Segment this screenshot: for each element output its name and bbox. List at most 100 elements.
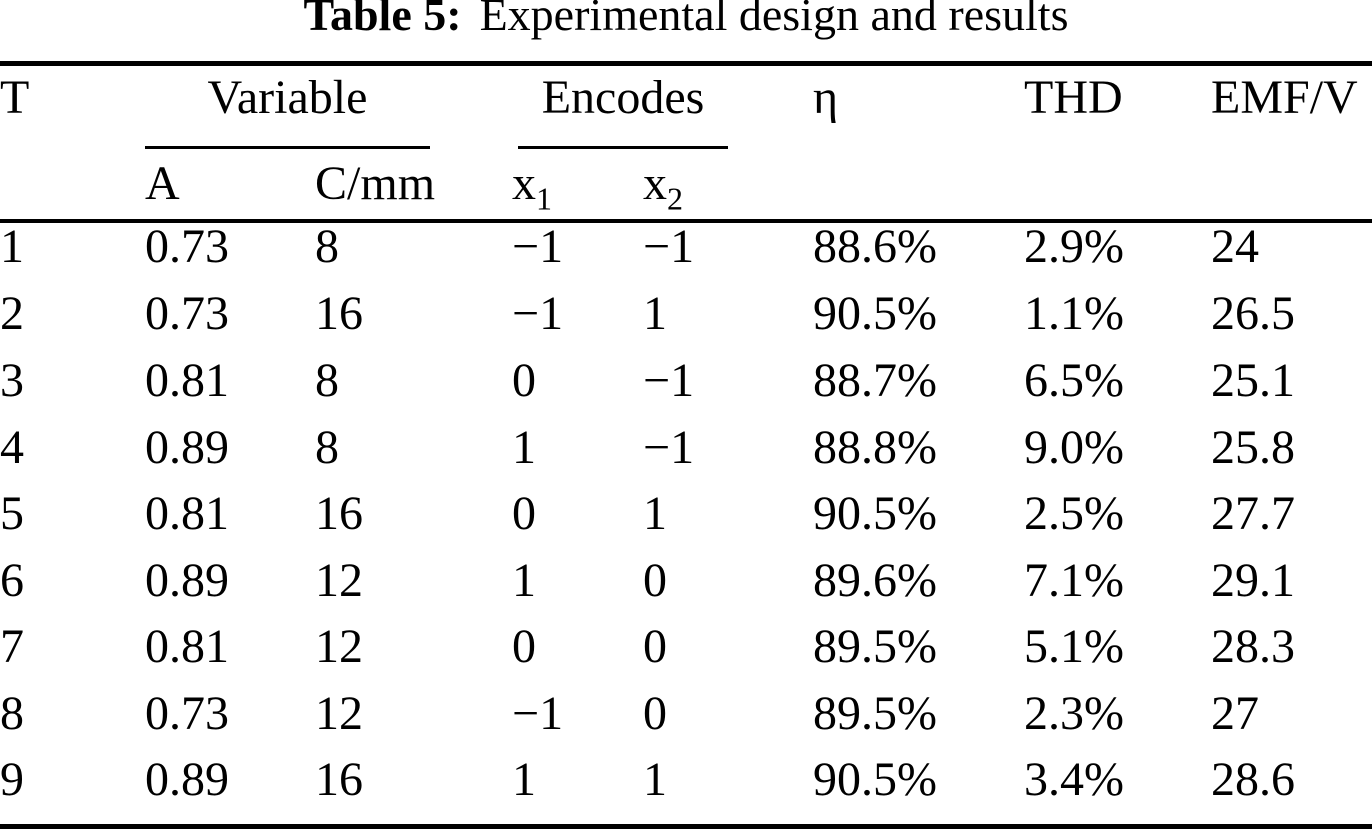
table-row: 4 0.89 8 1 −1 88.8% 9.0% 25.8 bbox=[0, 420, 1372, 491]
table-cell: 16 bbox=[315, 287, 363, 341]
table-row: 2 0.73 16 −1 1 90.5% 1.1% 26.5 bbox=[0, 290, 1372, 357]
table-cell: 28.3 bbox=[1211, 620, 1295, 674]
table-row: 3 0.81 8 0 −1 88.7% 6.5% 25.1 bbox=[0, 357, 1372, 424]
table-cell: 90.5% bbox=[813, 753, 937, 807]
table-row: 6 0.89 12 1 0 89.6% 7.1% 29.1 bbox=[0, 553, 1372, 624]
table-cell: −1 bbox=[512, 287, 564, 341]
header-row-sub: A C/mm x1 x2 bbox=[0, 149, 1372, 223]
table-cell: 16 bbox=[315, 753, 363, 807]
col-header-x2: x2 bbox=[643, 149, 813, 223]
table-caption-label: Table 5: bbox=[303, 0, 462, 40]
table-cell: −1 bbox=[512, 220, 564, 273]
table-cell: 25.8 bbox=[1211, 420, 1295, 474]
table-cell: 1 bbox=[643, 487, 667, 541]
header-row-groups: T Variable Encodes η THD EMF/V bbox=[0, 63, 1372, 223]
table-cell: 0 bbox=[512, 353, 536, 407]
col-header-x1: x1 bbox=[512, 149, 643, 223]
table-cell: 4 bbox=[0, 420, 24, 474]
col-group-variable: Variable bbox=[145, 64, 512, 149]
table-cell: 1.1% bbox=[1024, 287, 1124, 341]
table-cell: 2.3% bbox=[1024, 686, 1124, 740]
table-cell: 9 bbox=[0, 753, 24, 807]
table-cell: 89.5% bbox=[813, 620, 937, 674]
table-cell: 2.5% bbox=[1024, 487, 1124, 541]
table-cell: 89.5% bbox=[813, 686, 937, 740]
table-cell: 0.89 bbox=[145, 553, 229, 607]
table-cell: 8 bbox=[0, 686, 24, 740]
col-group-encodes: Encodes bbox=[512, 64, 813, 149]
table-cell: 0.89 bbox=[145, 753, 229, 807]
table-cell: 6 bbox=[0, 553, 24, 607]
table-cell: 2 bbox=[0, 287, 24, 341]
col-header-x2-subscript: 2 bbox=[667, 180, 683, 217]
table-cell: 8 bbox=[315, 420, 339, 474]
col-header-t: T bbox=[0, 63, 145, 223]
table-cell: −1 bbox=[512, 686, 564, 740]
table-cell: 0 bbox=[643, 620, 667, 674]
table-row: 9 0.89 16 1 1 90.5% 3.4% 28.6 bbox=[0, 756, 1372, 826]
table-cell: 1 bbox=[512, 553, 536, 607]
table-cell: 1 bbox=[512, 420, 536, 474]
col-header-eta: η bbox=[813, 63, 1024, 223]
table-row: 8 0.73 12 −1 0 89.5% 2.3% 27 bbox=[0, 686, 1372, 757]
table-cell: 5 bbox=[0, 487, 24, 541]
table-cell: 9.0% bbox=[1024, 420, 1124, 474]
table-cell: 3.4% bbox=[1024, 753, 1124, 807]
table-cell: −1 bbox=[643, 353, 695, 407]
col-header-cmm: C/mm bbox=[315, 149, 512, 223]
table-cell: 0.73 bbox=[145, 287, 229, 341]
table-caption: Table 5: Experimental design and results bbox=[0, 0, 1372, 40]
table-cell: 8 bbox=[315, 353, 339, 407]
table-cell: 0.81 bbox=[145, 487, 229, 541]
table-cell: 24 bbox=[1211, 220, 1259, 273]
table-cell: 0.73 bbox=[145, 686, 229, 740]
table-cell: −1 bbox=[643, 220, 695, 273]
table-row: 5 0.81 16 0 1 90.5% 2.5% 27.7 bbox=[0, 490, 1372, 557]
col-header-emf: EMF/V bbox=[1211, 63, 1372, 223]
table-cell: 8 bbox=[315, 220, 339, 273]
table-cell: 7.1% bbox=[1024, 553, 1124, 607]
table-caption-text: Experimental design and results bbox=[479, 0, 1069, 40]
table-cell: 0 bbox=[512, 487, 536, 541]
table-cell: 88.7% bbox=[813, 353, 937, 407]
col-header-thd: THD bbox=[1024, 63, 1211, 223]
table-cell: 1 bbox=[643, 753, 667, 807]
table-cell: 5.1% bbox=[1024, 620, 1124, 674]
table-cell: 12 bbox=[315, 620, 363, 674]
col-group-encodes-label: Encodes bbox=[518, 66, 728, 149]
col-group-variable-label: Variable bbox=[145, 66, 430, 149]
table-cell: 0.89 bbox=[145, 420, 229, 474]
table-cell: 88.8% bbox=[813, 420, 937, 474]
table-cell: 27.7 bbox=[1211, 487, 1295, 541]
col-header-a: A bbox=[145, 149, 315, 223]
col-header-x2-base: x bbox=[643, 157, 667, 210]
table-row: 1 0.73 8 −1 −1 88.6% 2.9% 24 bbox=[0, 221, 1372, 290]
col-header-x1-base: x bbox=[512, 157, 536, 210]
table-cell: 16 bbox=[315, 487, 363, 541]
table-cell: 12 bbox=[315, 553, 363, 607]
table-cell: 26.5 bbox=[1211, 287, 1295, 341]
table-cell: 7 bbox=[0, 620, 24, 674]
table-body: 1 0.73 8 −1 −1 88.6% 2.9% 24 2 0.73 16 −1 1 90.5% 1.1%… bbox=[0, 221, 1372, 827]
table-cell: 90.5% bbox=[813, 287, 937, 341]
table-cell: 6.5% bbox=[1024, 353, 1124, 407]
table-cell: 0 bbox=[643, 686, 667, 740]
table-cell: 0 bbox=[512, 620, 536, 674]
experiment-results-table: T Variable Encodes η THD EMF/V A C/mm x1… bbox=[0, 61, 1372, 829]
table-cell: 2.9% bbox=[1024, 220, 1124, 273]
table-cell: 0 bbox=[643, 553, 667, 607]
table-cell: 90.5% bbox=[813, 487, 937, 541]
table-cell: 0.73 bbox=[145, 220, 229, 273]
table-cell: 1 bbox=[0, 220, 24, 273]
table-cell: 28.6 bbox=[1211, 753, 1295, 807]
table-cell: 1 bbox=[643, 287, 667, 341]
table-cell: 88.6% bbox=[813, 220, 937, 273]
table-cell: 3 bbox=[0, 353, 24, 407]
table-cell: 29.1 bbox=[1211, 553, 1295, 607]
table-cell: 89.6% bbox=[813, 553, 937, 607]
table-cell: 0.81 bbox=[145, 620, 229, 674]
table-row: 7 0.81 12 0 0 89.5% 5.1% 28.3 bbox=[0, 623, 1372, 690]
table-cell: 12 bbox=[315, 686, 363, 740]
table-cell: 1 bbox=[512, 753, 536, 807]
